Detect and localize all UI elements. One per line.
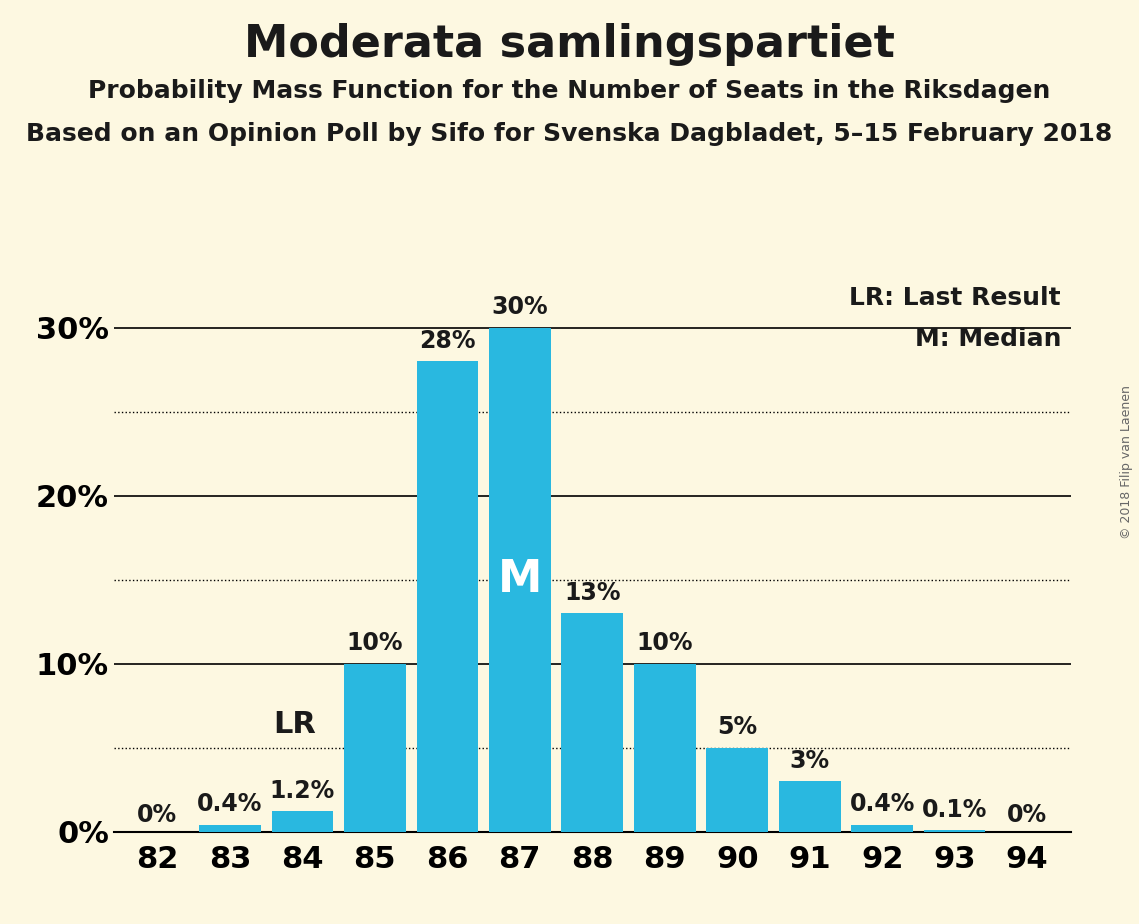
Text: Probability Mass Function for the Number of Seats in the Riksdagen: Probability Mass Function for the Number… (89, 79, 1050, 103)
Bar (417, 361, 478, 832)
Bar (489, 328, 550, 832)
Text: © 2018 Filip van Laenen: © 2018 Filip van Laenen (1121, 385, 1133, 539)
Text: 3%: 3% (789, 748, 830, 772)
Text: 10%: 10% (637, 631, 693, 655)
Text: 0%: 0% (138, 803, 178, 827)
Text: Based on an Opinion Poll by Sifo for Svenska Dagbladet, 5–15 February 2018: Based on an Opinion Poll by Sifo for Sve… (26, 122, 1113, 146)
Text: 30%: 30% (492, 295, 548, 319)
Bar (199, 825, 261, 832)
Bar (706, 748, 768, 832)
Bar (924, 830, 985, 832)
Text: 1.2%: 1.2% (270, 779, 335, 803)
Text: Moderata samlingspartiet: Moderata samlingspartiet (244, 23, 895, 67)
Text: 13%: 13% (564, 581, 621, 605)
Text: 28%: 28% (419, 329, 476, 353)
Bar (851, 825, 913, 832)
Bar (271, 811, 333, 832)
Text: 0.1%: 0.1% (921, 797, 988, 821)
Text: M: M (498, 558, 542, 602)
Text: 5%: 5% (718, 715, 757, 739)
Bar (634, 663, 696, 832)
Text: LR: Last Result: LR: Last Result (850, 286, 1062, 310)
Bar (344, 663, 405, 832)
Text: 10%: 10% (346, 631, 403, 655)
Text: 0.4%: 0.4% (197, 793, 263, 817)
Text: LR: LR (273, 711, 317, 739)
Text: M: Median: M: Median (915, 327, 1062, 351)
Bar (779, 781, 841, 832)
Bar (562, 614, 623, 832)
Text: 0.4%: 0.4% (850, 793, 915, 817)
Text: 0%: 0% (1007, 803, 1047, 827)
